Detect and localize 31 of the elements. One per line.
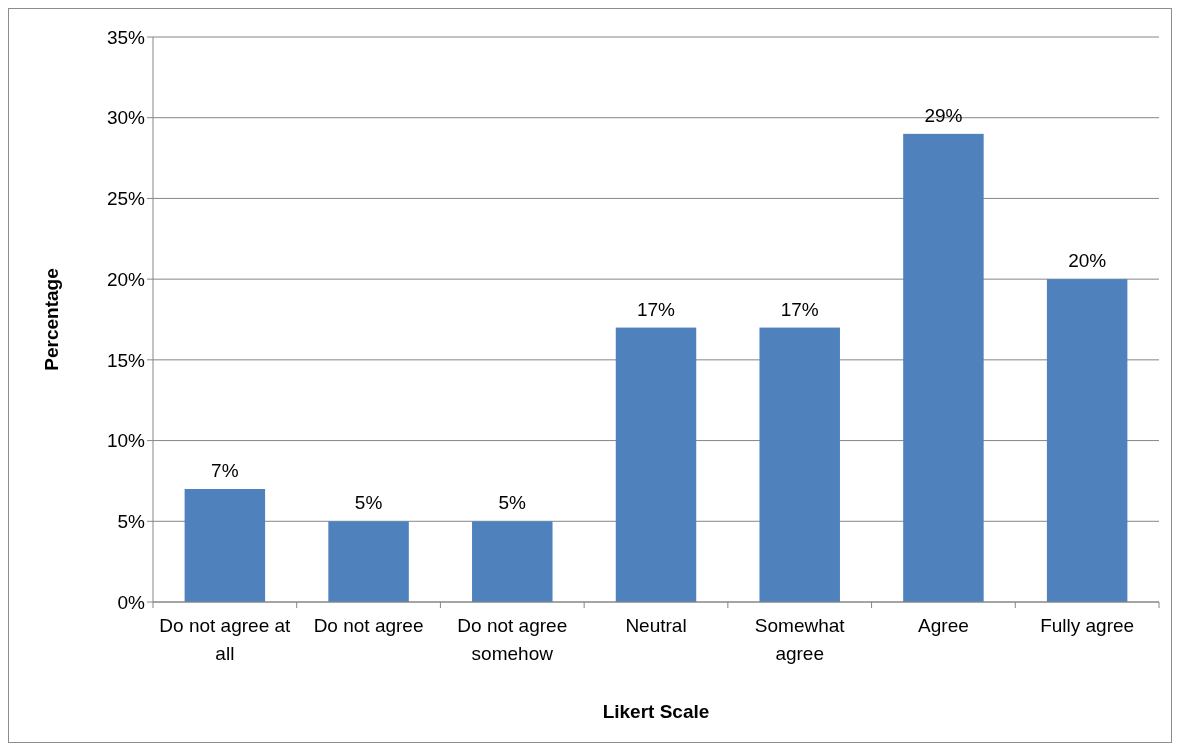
bar — [759, 327, 840, 602]
data-label: 20% — [1068, 250, 1107, 272]
x-tick-label: Agree — [918, 615, 969, 636]
bar — [615, 327, 697, 602]
data-label: 29% — [924, 104, 963, 126]
y-tick-label: 30% — [106, 107, 146, 129]
x-tick-label: Neutral — [625, 615, 687, 636]
bar — [328, 521, 409, 602]
x-tick-label: Do not agree — [313, 615, 424, 636]
y-axis-title: Percentage — [41, 268, 62, 371]
x-tick-label: Fully agree — [1040, 615, 1135, 636]
y-tick-label: 15% — [106, 349, 146, 371]
bar — [184, 489, 266, 602]
y-tick-label: 0% — [117, 591, 146, 613]
data-label: 5% — [498, 492, 527, 514]
y-tick-label: 25% — [106, 188, 146, 210]
x-tick-label: Do not agree at all — [159, 615, 292, 664]
y-tick-label: 20% — [106, 268, 146, 290]
y-tick-label: 35% — [106, 26, 146, 48]
data-label: 17% — [780, 298, 819, 320]
bar — [472, 521, 553, 602]
bar — [903, 133, 984, 602]
y-tick-label: 5% — [117, 510, 146, 532]
data-label: 7% — [211, 460, 239, 481]
data-label: 17% — [636, 298, 676, 320]
x-tick-label: Do not agree somehow — [457, 615, 568, 664]
bar — [1046, 279, 1128, 602]
x-tick-label: Somewhat agree — [754, 615, 846, 664]
data-label: 5% — [354, 492, 383, 514]
x-axis-title: Likert Scale — [602, 701, 710, 722]
y-tick-label: 10% — [106, 430, 146, 452]
